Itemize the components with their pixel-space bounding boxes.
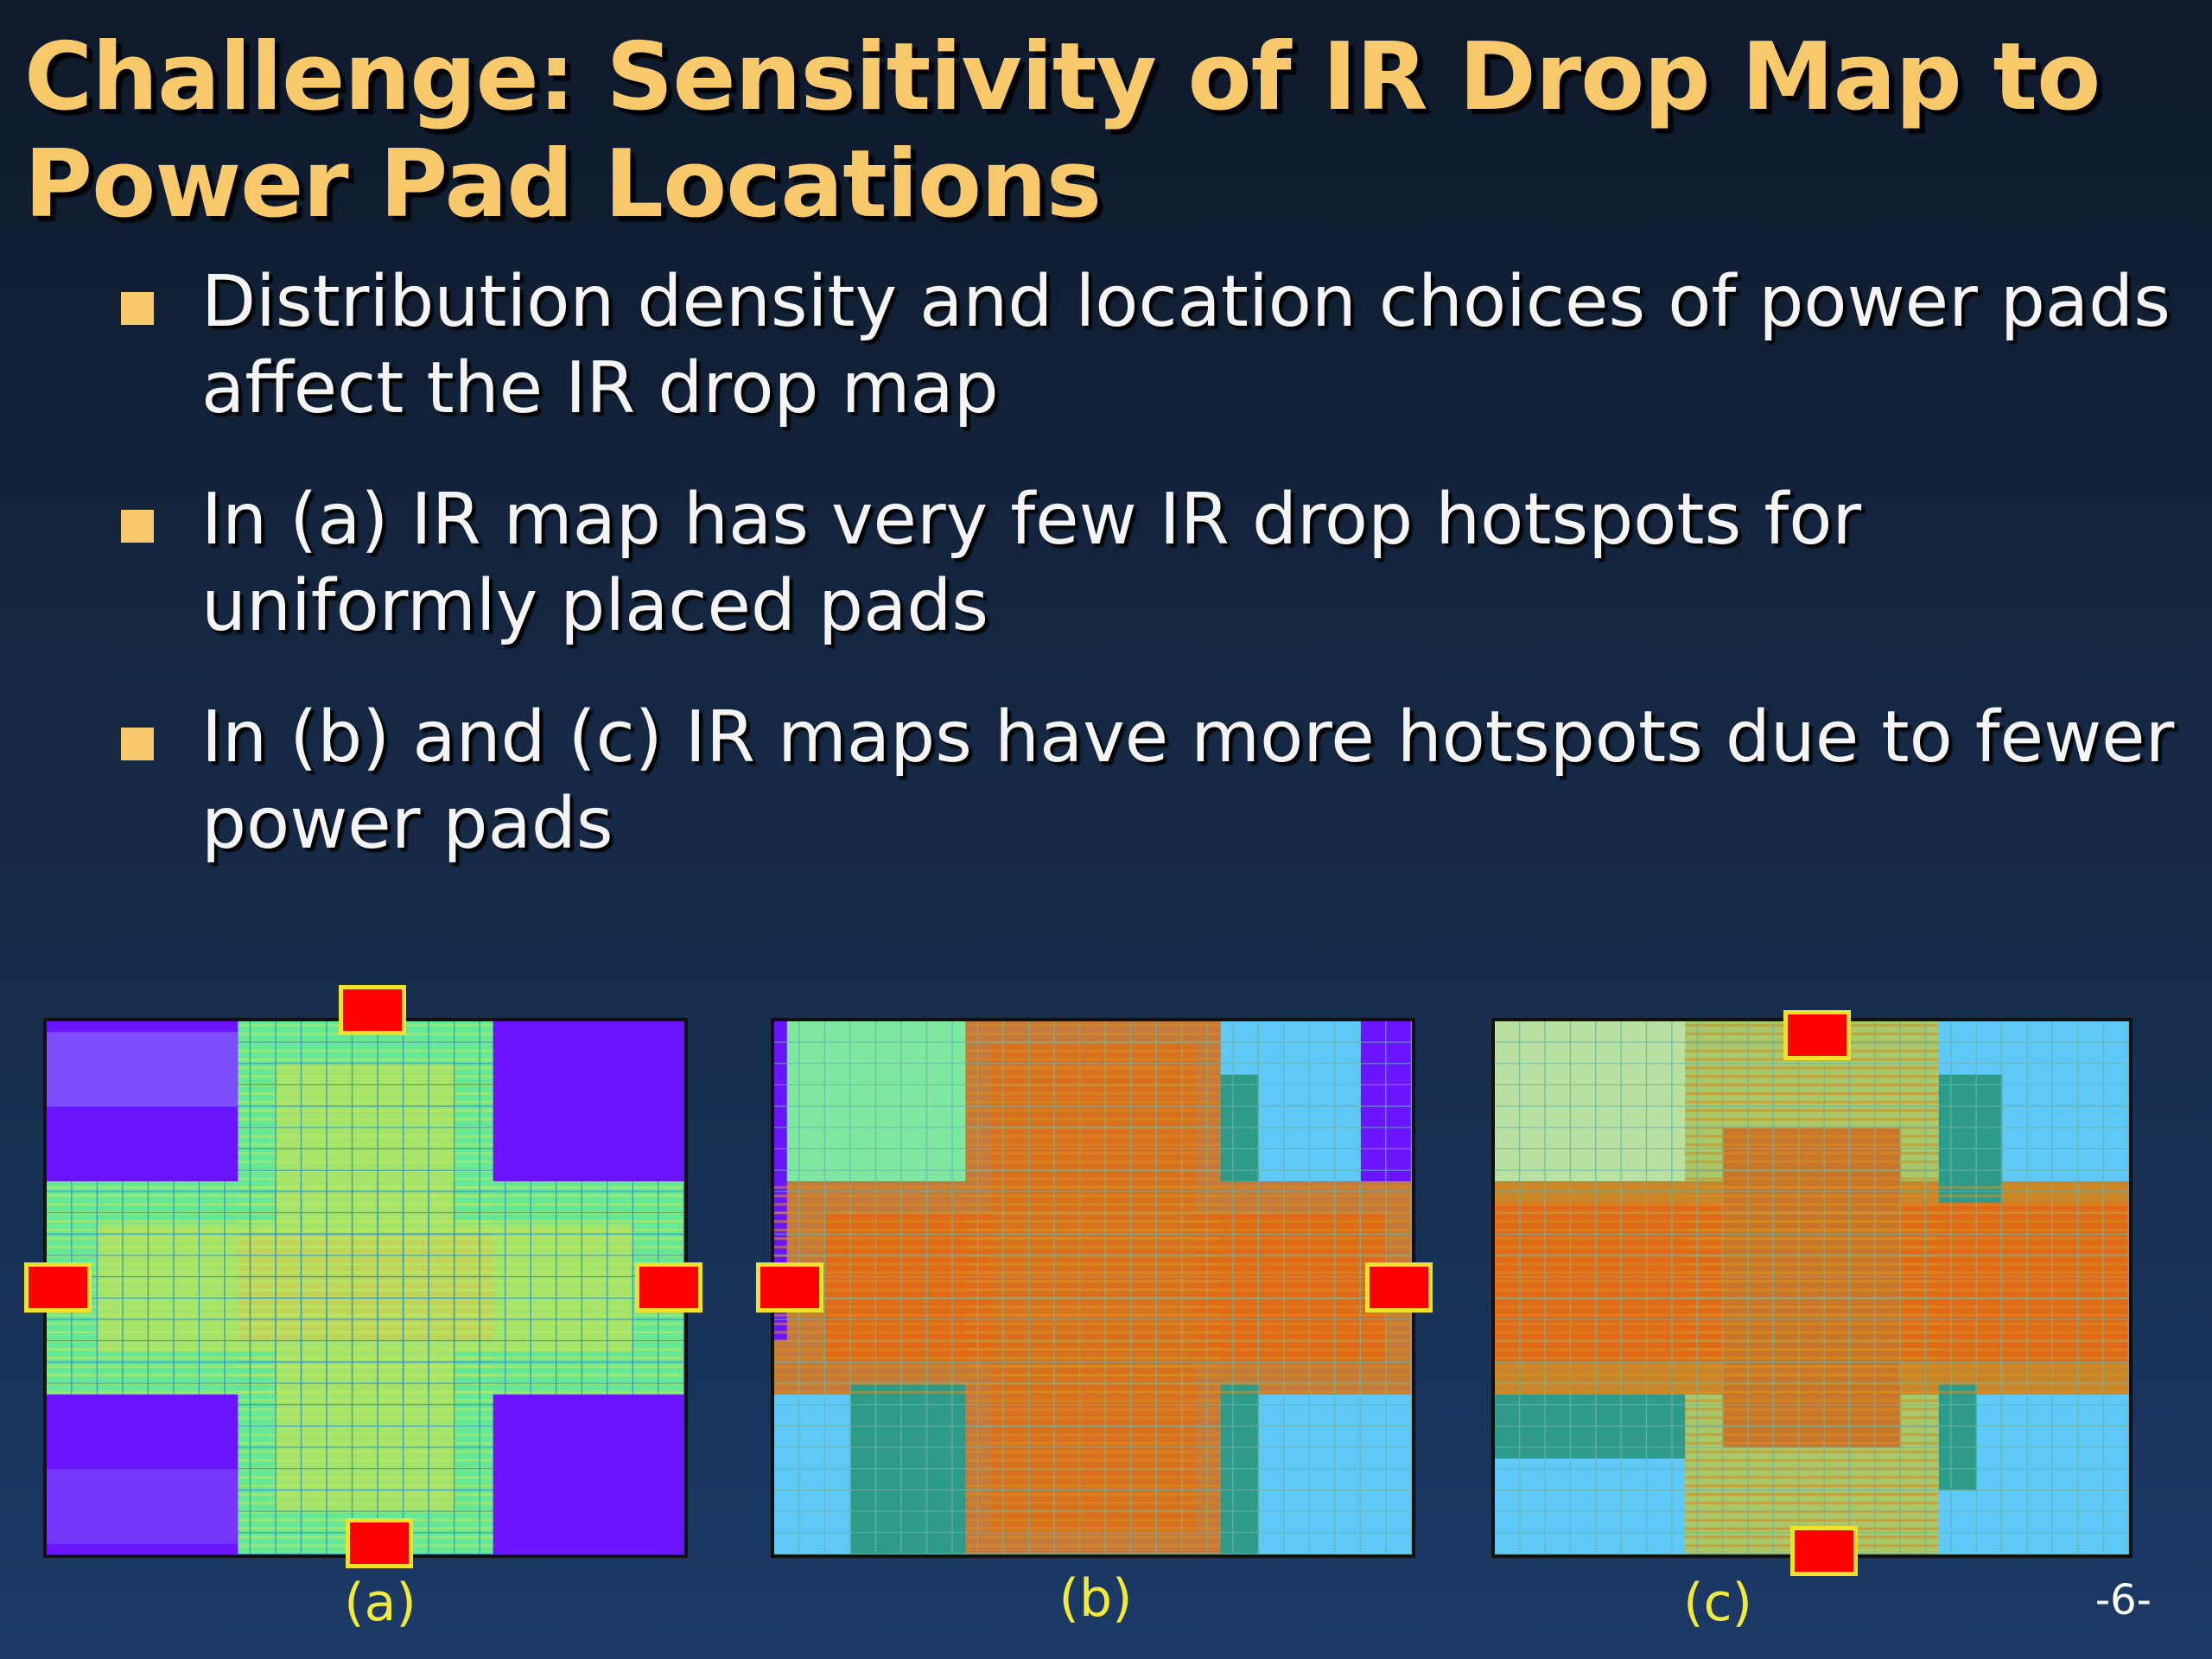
bullet-line: In (a) IR map has very few IR drop hotsp… [201,479,1862,561]
bullet-line: power pads [201,783,613,865]
power-pad-left [24,1262,92,1313]
ir-drop-map-b [771,1018,1415,1558]
bullet-text: Distribution density and location choice… [201,259,2195,432]
bullet-text: In (b) and (c) IR maps have more hotspot… [201,695,2195,868]
square-bullet-icon [121,292,154,325]
figure-caption: (b) [1058,1568,1133,1629]
slide-title-line-2: Power Pad Locations [24,130,1102,238]
square-bullet-icon [121,510,154,543]
bullet-line: affect the IR drop map [201,347,999,429]
bullet-item: In (a) IR map has very few IR drop hotsp… [121,477,2195,650]
bullet-item: In (b) and (c) IR maps have more hotspot… [121,695,2195,868]
ir-drop-heatmap-a [47,1021,684,1554]
power-pad-left [756,1262,823,1313]
slide-title: Challenge: Sensitivity of IR Drop Map to… [24,24,2184,238]
ir-drop-heatmap-b [774,1021,1412,1554]
power-pad-right [1365,1262,1433,1313]
power-pad-top [339,985,406,1035]
page-number: -6- [2094,1576,2152,1624]
bullet-line: In (b) and (c) IR maps have more hotspot… [201,696,2175,779]
bullet-item: Distribution density and location choice… [121,259,2195,432]
bullet-line: Distribution density and location choice… [201,261,2171,343]
ir-drop-map-a [43,1018,688,1558]
bullet-line: uniformly placed pads [201,565,989,647]
ir-drop-heatmap-c [1495,1021,2129,1554]
bullet-text: In (a) IR map has very few IR drop hotsp… [201,477,2195,650]
figure-caption: (a) [344,1573,416,1633]
ir-drop-map-c [1491,1018,2133,1558]
slide-title-line-1: Challenge: Sensitivity of IR Drop Map to [24,23,2101,131]
square-bullet-icon [121,728,154,760]
power-pad-bottom [346,1518,413,1568]
power-pad-right [635,1262,702,1313]
figure-caption: (c) [1683,1573,1752,1633]
bullet-list: Distribution density and location choice… [121,259,2195,912]
power-pad-bottom [1790,1526,1858,1576]
power-pad-top [1783,1010,1851,1060]
